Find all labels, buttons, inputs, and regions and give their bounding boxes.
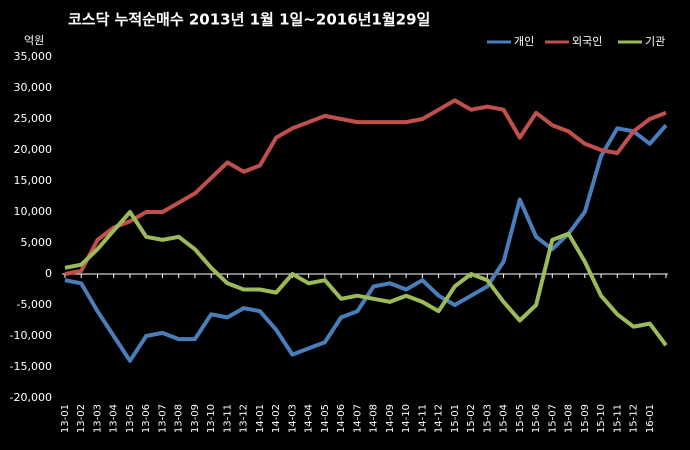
x-tick-label: 15-07 — [547, 404, 558, 433]
x-tick-label: 15-03 — [482, 404, 493, 433]
y-tick-label: 25,000 — [14, 112, 53, 125]
y-tick-label: 20,000 — [14, 143, 53, 156]
x-tick-label: 13-01 — [60, 404, 71, 433]
x-tick-label: 15-05 — [515, 404, 526, 433]
x-tick-label: 13-02 — [76, 404, 87, 433]
x-tick-label: 13-10 — [206, 404, 217, 433]
x-tick-label: 15-01 — [450, 404, 461, 433]
y-tick-label: 0 — [45, 267, 52, 280]
x-tick-label: 16-01 — [645, 404, 656, 433]
x-tick-label: 13-08 — [174, 404, 185, 433]
y-tick-label: -10,000 — [10, 329, 52, 342]
y-tick-label: -5,000 — [17, 298, 52, 311]
x-tick-label: 13-06 — [141, 404, 152, 433]
x-tick-label: 14-01 — [255, 404, 266, 433]
x-tick-label: 13-03 — [92, 404, 103, 433]
y-tick-label: 10,000 — [14, 205, 53, 218]
x-tick-label: 14-07 — [352, 404, 363, 433]
y-tick-label: 5,000 — [21, 236, 53, 249]
x-tick-label: 15-04 — [499, 404, 510, 433]
x-tick-label: 15-12 — [629, 404, 640, 433]
y-unit: 억원 — [24, 34, 44, 47]
x-tick-label: 13-04 — [109, 404, 120, 433]
series-line — [64, 210, 668, 347]
x-tick-label: 13-09 — [190, 404, 201, 433]
x-tick-label: 13-11 — [222, 404, 233, 433]
legend-label: 기관 — [645, 35, 665, 48]
y-tick-label: -15,000 — [10, 360, 52, 373]
x-tick-label: 14-04 — [304, 404, 315, 433]
x-tick-label: 14-06 — [336, 404, 347, 433]
x-tick-label: 14-12 — [434, 404, 445, 433]
x-tick-label: 14-09 — [385, 404, 396, 433]
x-tick-label: 15-10 — [596, 404, 607, 433]
x-tick-label: 14-02 — [271, 404, 282, 433]
chart-title: 코스닥 누적순매수 2013년 1월 1일~2016년1월29일 — [68, 11, 430, 29]
x-tick-label: 14-08 — [369, 404, 380, 433]
x-tick-label: 15-11 — [612, 404, 623, 433]
legend-label: 개인 — [514, 35, 534, 48]
x-tick-label: 13-12 — [239, 404, 250, 433]
x-tick-label: 14-11 — [417, 404, 428, 433]
x-tick-label: 14-05 — [320, 404, 331, 433]
y-tick-label: -20,000 — [10, 391, 52, 404]
y-tick-label: 30,000 — [14, 81, 53, 94]
x-tick-label: 13-07 — [157, 404, 168, 433]
x-tick-label: 15-08 — [564, 404, 575, 433]
x-tick-label: 13-05 — [125, 404, 136, 433]
series-line — [64, 98, 667, 276]
x-tick-label: 15-02 — [466, 404, 477, 433]
x-tick-label: 14-10 — [401, 404, 412, 433]
y-tick-label: 35,000 — [14, 50, 53, 63]
x-tick-label: 15-09 — [580, 404, 591, 433]
legend-label: 외국인 — [572, 35, 602, 48]
y-tick-label: 15,000 — [14, 174, 53, 187]
x-tick-label: 14-03 — [287, 404, 298, 433]
x-tick-label: 15-06 — [531, 404, 542, 433]
